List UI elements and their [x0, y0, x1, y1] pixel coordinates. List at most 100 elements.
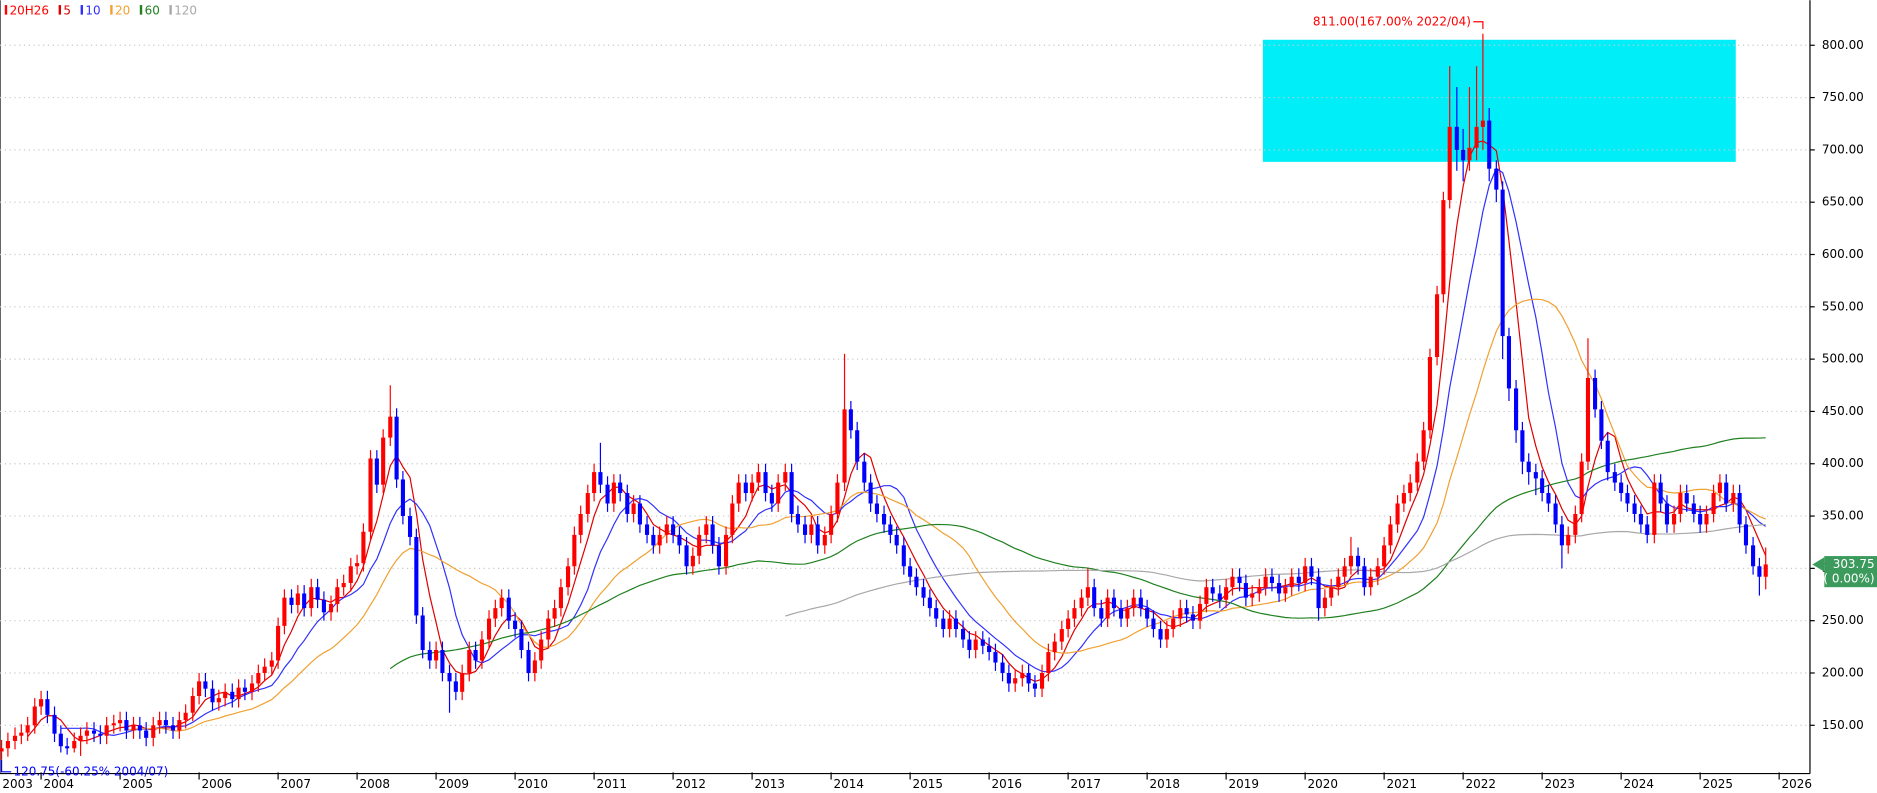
candle-body [1605, 440, 1610, 473]
candle-body [1494, 168, 1499, 190]
low-annotation-arrow [0, 759, 12, 773]
candle-body [1066, 618, 1071, 630]
candle-body [973, 639, 978, 650]
candle-body [151, 725, 156, 738]
candle-body [295, 593, 300, 605]
candle-body [657, 534, 662, 546]
candle-body [1526, 461, 1531, 473]
candle-body [440, 649, 445, 673]
candle-body [941, 618, 946, 630]
candle-body [177, 720, 182, 731]
x-tick-label: 2017 [1071, 777, 1101, 791]
candle-body [862, 461, 867, 483]
candle-body [1243, 583, 1248, 598]
x-tick-label: 2015 [913, 777, 943, 791]
candle-body [1131, 597, 1136, 609]
candle-body [91, 730, 97, 734]
candle-body [1283, 587, 1288, 594]
grid: 150.00200.00250.00300.00350.00400.00450.… [0, 38, 1864, 791]
candle-body [1158, 629, 1163, 640]
candle-body [1230, 576, 1235, 588]
candle-body [743, 482, 748, 494]
candle-body [1757, 566, 1762, 577]
candle-body [1039, 672, 1045, 689]
candle-body [1441, 200, 1446, 295]
candle-body [1724, 482, 1729, 504]
candle-body [552, 608, 557, 619]
candle-body [1362, 566, 1367, 588]
x-tick-label: 2010 [517, 777, 547, 791]
candle-body [644, 524, 650, 535]
candle-body [1375, 566, 1380, 577]
candle-body [1237, 576, 1242, 584]
candle-body [1401, 493, 1406, 504]
candle-body [1546, 493, 1551, 504]
candle-body [1461, 149, 1466, 161]
candle-body [242, 687, 247, 692]
candle-body [881, 513, 887, 525]
candle-body [1506, 336, 1512, 389]
candle-body [532, 660, 537, 673]
candle-body [592, 472, 597, 494]
candle-body [855, 430, 860, 462]
moving-average-line [126, 298, 1766, 732]
legend-label: 60 [145, 4, 160, 18]
candle-body [546, 618, 551, 640]
y-tick-label: 750.00 [1822, 90, 1864, 104]
candle-body [1046, 652, 1051, 673]
candle-body [953, 618, 958, 630]
candle-body [341, 583, 346, 588]
candle-body [848, 409, 853, 431]
candle-body [1072, 608, 1077, 619]
candle-body [1427, 357, 1433, 431]
candle-body [1079, 597, 1084, 609]
high-annotation: 811.00(167.00% 2022/04) [1313, 14, 1471, 28]
candle-body [467, 649, 472, 673]
legend-swatch [80, 5, 84, 15]
candle-body [262, 666, 267, 673]
y-tick-label: 650.00 [1822, 195, 1864, 209]
candle-body [447, 672, 452, 682]
candle-body [157, 720, 162, 726]
x-tick-label: 2026 [1782, 777, 1812, 791]
candle-body [0, 748, 4, 752]
candle-body [664, 524, 669, 535]
x-tick-label: 2012 [676, 777, 706, 791]
candle-body [84, 730, 89, 736]
candle-body [72, 740, 77, 749]
candle-body [1421, 430, 1426, 462]
candle-body [98, 733, 103, 736]
candle-body [302, 593, 307, 609]
candle-body [104, 725, 109, 736]
candle-body [835, 482, 840, 514]
candle-body [1013, 678, 1018, 684]
candle-body [750, 482, 755, 494]
candle-body [1092, 587, 1097, 609]
candle-body [519, 629, 524, 650]
candle-body [1737, 493, 1742, 525]
last-price-label: 303.75 [1833, 557, 1875, 571]
candle-body [611, 482, 616, 504]
candle-body [1269, 576, 1275, 584]
candle-body [1151, 618, 1156, 630]
candle-body [1487, 120, 1492, 169]
legend-label: 20 [115, 4, 130, 18]
candle-body [1204, 587, 1209, 604]
candle-body [1566, 534, 1571, 546]
x-tick-label: 2008 [359, 777, 389, 791]
x-tick-label: 2004 [43, 777, 73, 791]
candle-body [355, 563, 360, 567]
candle-body [1006, 672, 1011, 684]
candle-body [368, 458, 373, 532]
candle-body [1704, 513, 1709, 525]
candle-body [374, 458, 379, 485]
candle-body [1198, 603, 1203, 621]
candle-body [1178, 608, 1183, 619]
candle-body [769, 493, 774, 504]
candle-body [289, 597, 294, 605]
candle-body [1500, 189, 1505, 337]
candle-body [1593, 377, 1598, 410]
legend-swatch [110, 5, 113, 15]
candle-body [348, 566, 353, 584]
candle-body [203, 681, 208, 689]
